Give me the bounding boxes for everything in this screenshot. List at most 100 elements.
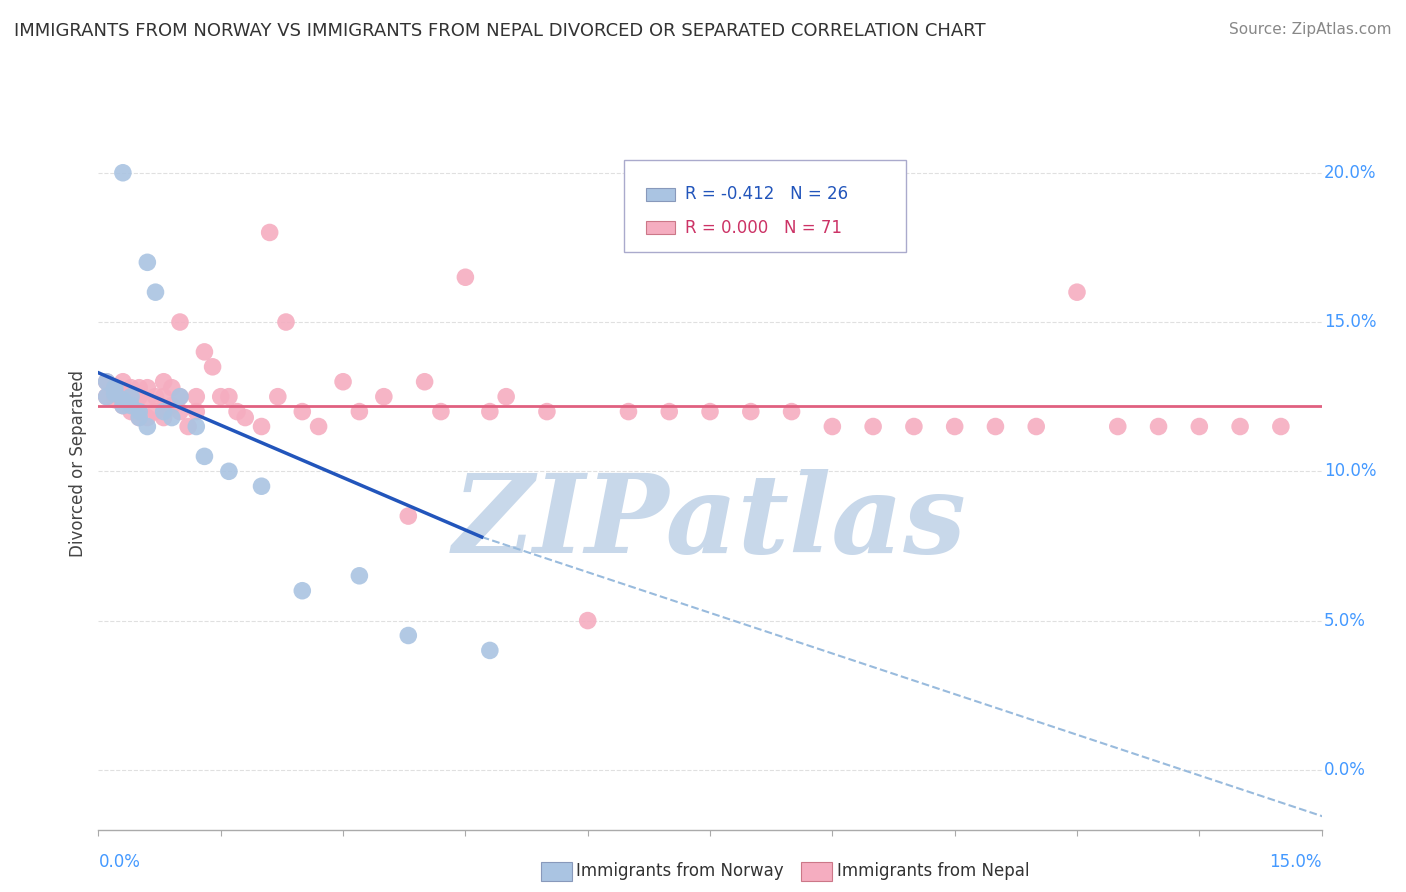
Text: 20.0%: 20.0%	[1324, 164, 1376, 182]
Point	[96, 390, 118, 404]
Point	[120, 399, 142, 413]
Point	[128, 381, 150, 395]
Point	[943, 419, 966, 434]
FancyBboxPatch shape	[647, 188, 675, 201]
Point	[186, 419, 208, 434]
Point	[152, 375, 174, 389]
Point	[104, 392, 127, 407]
Point	[1066, 285, 1088, 300]
Point	[780, 404, 803, 418]
Text: R = 0.000   N = 71: R = 0.000 N = 71	[685, 219, 842, 236]
Point	[430, 404, 453, 418]
Y-axis label: Divorced or Separated: Divorced or Separated	[69, 370, 87, 558]
Point	[233, 410, 256, 425]
Point	[128, 410, 150, 425]
Point	[111, 392, 134, 407]
Point	[152, 390, 174, 404]
Point	[267, 390, 290, 404]
Point	[111, 399, 134, 413]
Point	[373, 390, 395, 404]
Point	[332, 375, 354, 389]
Point	[740, 404, 762, 418]
Point	[96, 375, 118, 389]
Point	[186, 390, 208, 404]
Point	[160, 399, 183, 413]
Point	[128, 410, 150, 425]
FancyBboxPatch shape	[647, 221, 675, 234]
Point	[201, 359, 224, 374]
Point	[396, 628, 419, 642]
Text: 10.0%: 10.0%	[1324, 462, 1376, 480]
Point	[308, 419, 330, 434]
Text: R = -0.412   N = 26: R = -0.412 N = 26	[685, 186, 848, 203]
Point	[111, 375, 134, 389]
Point	[478, 404, 501, 418]
Point	[984, 419, 1007, 434]
Point	[128, 390, 150, 404]
Point	[226, 404, 249, 418]
Point	[169, 390, 191, 404]
Point	[96, 390, 118, 404]
Text: 0.0%: 0.0%	[1324, 761, 1367, 779]
Point	[120, 390, 142, 404]
FancyBboxPatch shape	[624, 161, 905, 252]
Text: 5.0%: 5.0%	[1324, 612, 1367, 630]
Point	[186, 404, 208, 418]
Point	[291, 404, 314, 418]
Point	[136, 392, 159, 407]
Point	[250, 479, 273, 493]
Point	[1025, 419, 1047, 434]
Point	[169, 404, 191, 418]
Point	[96, 375, 118, 389]
Point	[218, 464, 240, 478]
Point	[104, 381, 127, 395]
Point	[1229, 419, 1251, 434]
Point	[120, 390, 142, 404]
Point	[536, 404, 558, 418]
Point	[111, 390, 134, 404]
Point	[699, 404, 721, 418]
Point	[104, 384, 127, 398]
Point	[160, 381, 183, 395]
Text: 15.0%: 15.0%	[1324, 313, 1376, 331]
Point	[136, 419, 159, 434]
Point	[152, 404, 174, 418]
Point	[145, 404, 167, 418]
Point	[104, 386, 127, 401]
Point	[104, 381, 127, 395]
Point	[396, 509, 419, 524]
Point	[454, 270, 477, 285]
Point	[193, 344, 215, 359]
Text: IMMIGRANTS FROM NORWAY VS IMMIGRANTS FROM NEPAL DIVORCED OR SEPARATED CORRELATIO: IMMIGRANTS FROM NORWAY VS IMMIGRANTS FRO…	[14, 22, 986, 40]
Point	[218, 390, 240, 404]
Text: ZIPatlas: ZIPatlas	[453, 468, 967, 576]
Point	[862, 419, 884, 434]
Point	[250, 419, 273, 434]
Point	[111, 166, 134, 180]
Text: Immigrants from Norway: Immigrants from Norway	[576, 862, 785, 880]
Point	[128, 404, 150, 418]
Point	[821, 419, 844, 434]
Point	[177, 419, 200, 434]
Point	[169, 390, 191, 404]
Point	[160, 410, 183, 425]
Point	[274, 315, 297, 329]
Point	[169, 315, 191, 329]
Text: 15.0%: 15.0%	[1270, 854, 1322, 871]
Point	[349, 569, 371, 583]
Point	[111, 399, 134, 413]
Point	[1270, 419, 1292, 434]
Point	[1147, 419, 1170, 434]
Point	[152, 410, 174, 425]
Point	[104, 386, 127, 401]
Text: Source: ZipAtlas.com: Source: ZipAtlas.com	[1229, 22, 1392, 37]
Point	[136, 255, 159, 269]
Point	[145, 285, 167, 300]
Point	[120, 381, 142, 395]
Text: 0.0%: 0.0%	[98, 854, 141, 871]
Point	[617, 404, 640, 418]
Point	[495, 390, 517, 404]
Point	[209, 390, 232, 404]
Point	[413, 375, 436, 389]
Point	[349, 404, 371, 418]
